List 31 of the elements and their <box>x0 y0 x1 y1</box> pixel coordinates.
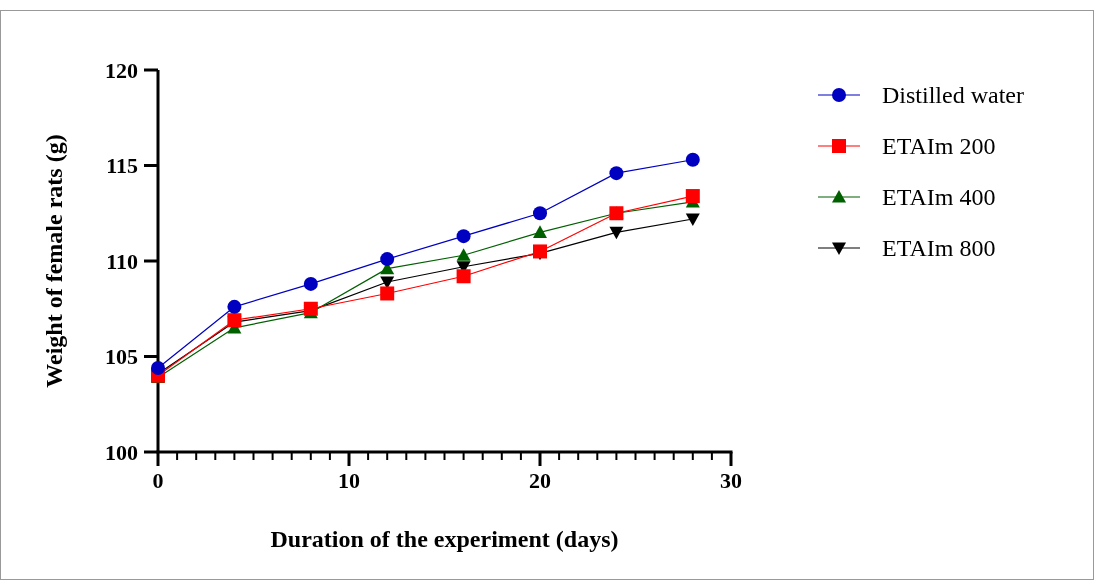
point <box>303 301 318 316</box>
point <box>456 248 471 261</box>
point <box>685 213 700 226</box>
x-tick-label: 20 <box>529 468 551 493</box>
point <box>380 286 395 301</box>
x-tick-label: 0 <box>152 468 164 493</box>
legend-label: ETAIm 400 <box>882 184 996 211</box>
y-tick-label: 120 <box>105 57 138 83</box>
point <box>533 206 547 221</box>
legend-label: ETAIm 800 <box>882 235 996 262</box>
y-axis-title: Weight of female rats (g) <box>41 134 67 388</box>
point <box>456 229 471 244</box>
legend-label: ETAIm 200 <box>882 133 996 160</box>
y-tick-label: 115 <box>106 153 138 179</box>
point <box>533 225 547 238</box>
y-tick-label: 110 <box>106 248 138 274</box>
point <box>456 269 471 284</box>
point <box>151 360 165 375</box>
point <box>303 276 318 291</box>
point <box>609 226 624 240</box>
point <box>685 152 700 167</box>
x-tick-label: 10 <box>338 468 360 493</box>
x-axis-title: Duration of the experiment (days) <box>270 526 619 552</box>
legend-label: Distilled water <box>882 82 1024 109</box>
point <box>685 189 700 204</box>
y-tick-label: 105 <box>105 344 138 370</box>
point <box>380 252 395 267</box>
point <box>609 166 624 181</box>
y-tick-label: 100 <box>105 439 138 465</box>
x-tick-label: 30 <box>720 468 742 493</box>
point <box>227 299 242 314</box>
